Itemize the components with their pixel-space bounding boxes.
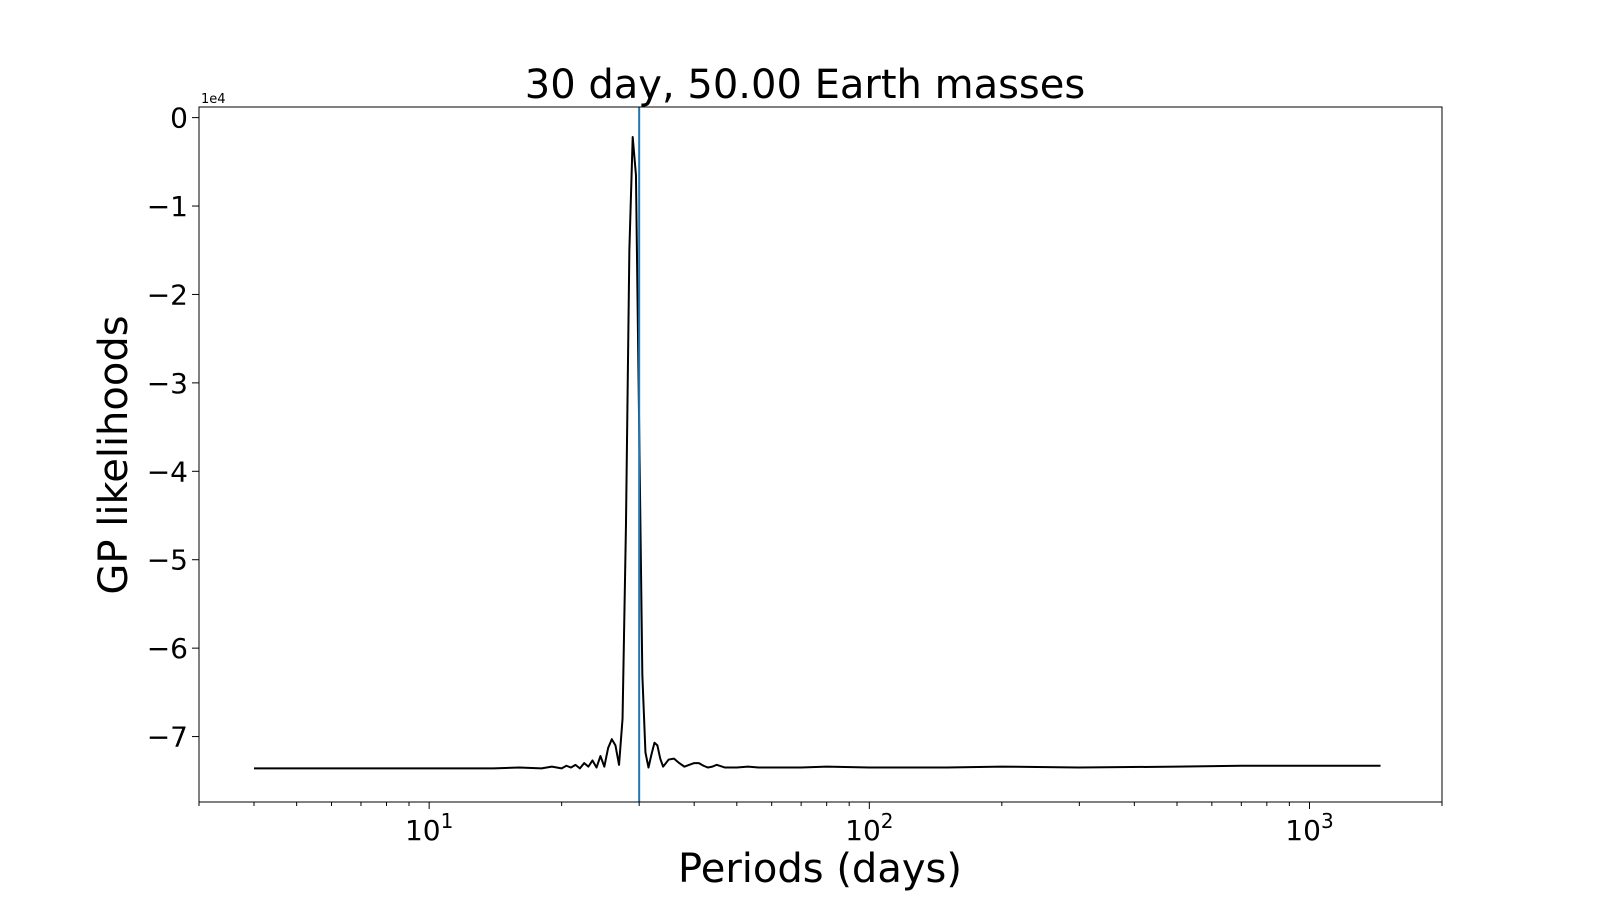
plot-frame	[198, 106, 1443, 803]
x-axis-label: Periods (days)	[678, 846, 962, 892]
y-tick-label: −2	[147, 278, 188, 311]
y-axis: 0 −1 −2 −3 −4 −5 −6 −7	[147, 102, 199, 754]
y-tick-label: −1	[147, 190, 188, 223]
x-tick-label: 103	[1285, 809, 1333, 847]
y-tick-label: −3	[147, 367, 188, 400]
series-line-0	[253, 136, 1381, 770]
x-axis: 101 102 103	[198, 802, 1443, 847]
y-tick-label: 0	[170, 102, 188, 135]
y-axis-label: GP likelihoods	[91, 315, 137, 594]
y-tick-label: −6	[147, 632, 188, 665]
x-tick-label: 101	[405, 809, 453, 847]
y-tick-label: −4	[147, 455, 188, 488]
y-offset-label: 1e4	[201, 92, 226, 107]
y-tick-label: −5	[147, 544, 188, 577]
x-tick-label: 102	[845, 809, 893, 847]
plot-area	[253, 107, 1381, 802]
y-tick-label: −7	[147, 721, 188, 754]
chart-title: 30 day, 50.00 Earth masses	[525, 62, 1085, 108]
